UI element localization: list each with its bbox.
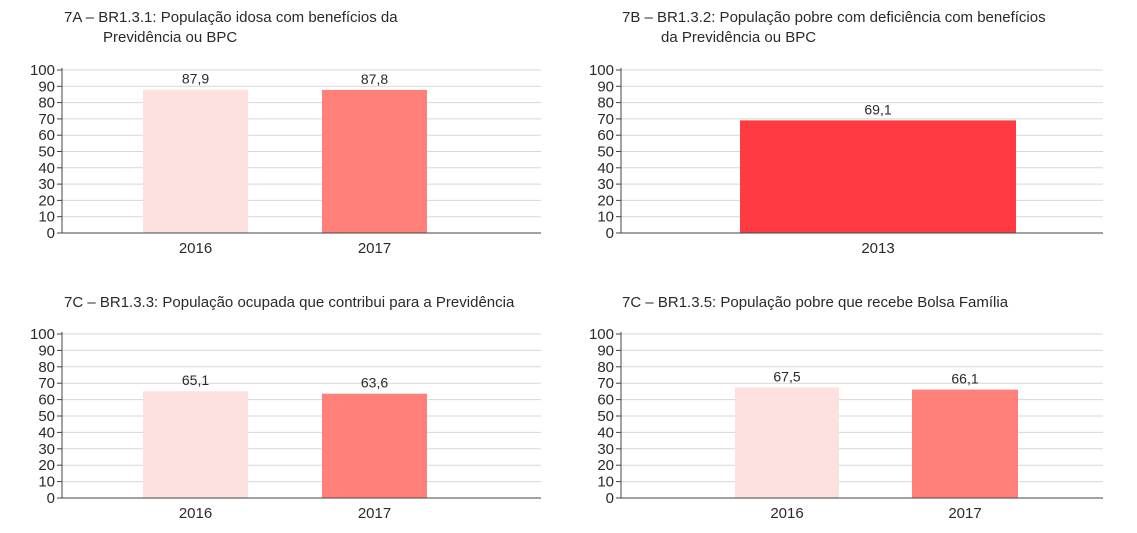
bar xyxy=(912,389,1018,498)
bar xyxy=(143,391,248,498)
y-tick-label: 80 xyxy=(38,95,55,112)
bar xyxy=(740,120,1016,233)
bar-value-label: 87,8 xyxy=(361,71,388,87)
y-tick-label: 50 xyxy=(597,144,614,161)
chart-title: 7A – BR1.3.1: População idosa com benefí… xyxy=(64,8,398,48)
y-tick-label: 80 xyxy=(597,359,614,376)
y-tick-label: 60 xyxy=(597,127,614,144)
y-tick-label: 40 xyxy=(38,160,55,177)
y-tick-label: 100 xyxy=(589,326,614,343)
y-tick-label: 70 xyxy=(597,375,614,392)
y-tick-label: 0 xyxy=(606,490,614,507)
y-tick-label: 20 xyxy=(597,457,614,474)
chart-title-line-2: Previdência ou BPC xyxy=(103,29,238,46)
x-tick-label: 2016 xyxy=(179,505,212,522)
y-tick-label: 50 xyxy=(38,144,55,161)
x-tick-label: 2016 xyxy=(770,505,803,522)
bar-value-label: 69,1 xyxy=(864,101,891,117)
bar-value-label: 87,9 xyxy=(182,71,209,87)
y-tick-label: 50 xyxy=(597,408,614,425)
chart-title-line-1: 7A – BR1.3.1: População idosa com benefí… xyxy=(64,9,398,26)
y-tick-label: 90 xyxy=(597,78,614,95)
bar xyxy=(322,393,427,498)
y-tick-label: 10 xyxy=(597,209,614,226)
y-tick-label: 40 xyxy=(597,160,614,177)
y-tick-label: 90 xyxy=(38,342,55,359)
y-tick-label: 20 xyxy=(38,192,55,209)
y-tick-label: 30 xyxy=(597,441,614,458)
y-tick-label: 90 xyxy=(38,78,55,95)
y-tick-label: 70 xyxy=(597,111,614,128)
chart-title: 7C – BR1.3.5: População pobre que recebe… xyxy=(622,293,1008,313)
bar-value-label: 66,1 xyxy=(951,371,978,387)
bar-value-label: 65,1 xyxy=(182,372,209,388)
bar xyxy=(322,89,427,233)
y-tick-label: 10 xyxy=(597,474,614,491)
y-tick-label: 70 xyxy=(38,111,55,128)
y-tick-label: 90 xyxy=(597,342,614,359)
y-tick-label: 0 xyxy=(606,225,614,242)
y-tick-label: 40 xyxy=(38,424,55,441)
x-tick-label: 2017 xyxy=(358,505,391,522)
chart-title-line-1: 7C – BR1.3.3: População ocupada que cont… xyxy=(64,294,515,311)
y-tick-label: 30 xyxy=(597,176,614,193)
y-tick-label: 0 xyxy=(47,225,55,242)
chart-title: 7B – BR1.3.2: População pobre com defici… xyxy=(622,8,1046,48)
y-tick-label: 60 xyxy=(38,392,55,409)
y-tick-label: 60 xyxy=(597,392,614,409)
y-tick-label: 80 xyxy=(38,359,55,376)
y-tick-label: 100 xyxy=(589,62,614,79)
y-tick-label: 50 xyxy=(38,408,55,425)
y-tick-label: 80 xyxy=(597,95,614,112)
y-tick-label: 10 xyxy=(38,474,55,491)
chart-title-line-1: 7B – BR1.3.2: População pobre com defici… xyxy=(622,9,1046,26)
y-tick-label: 40 xyxy=(597,424,614,441)
x-tick-label: 2013 xyxy=(861,240,894,257)
y-tick-label: 70 xyxy=(38,375,55,392)
y-tick-label: 20 xyxy=(38,457,55,474)
bar-value-label: 67,5 xyxy=(773,368,800,384)
y-tick-label: 10 xyxy=(38,209,55,226)
y-tick-label: 30 xyxy=(38,176,55,193)
bar-value-label: 63,6 xyxy=(361,375,388,391)
y-tick-label: 20 xyxy=(597,192,614,209)
x-tick-label: 2017 xyxy=(358,240,391,257)
chart-title: 7C – BR1.3.3: População ocupada que cont… xyxy=(64,293,514,313)
y-tick-label: 60 xyxy=(38,127,55,144)
x-tick-label: 2016 xyxy=(179,240,212,257)
bar xyxy=(143,89,248,234)
chart-title-line-2: da Previdência ou BPC xyxy=(661,29,817,46)
chart-title-line-1: 7C – BR1.3.5: População pobre que recebe… xyxy=(622,294,1009,311)
y-tick-label: 30 xyxy=(38,441,55,458)
bar xyxy=(735,387,839,498)
y-tick-label: 0 xyxy=(47,490,55,507)
x-tick-label: 2017 xyxy=(948,505,981,522)
y-tick-label: 100 xyxy=(30,62,55,79)
y-tick-label: 100 xyxy=(30,326,55,343)
